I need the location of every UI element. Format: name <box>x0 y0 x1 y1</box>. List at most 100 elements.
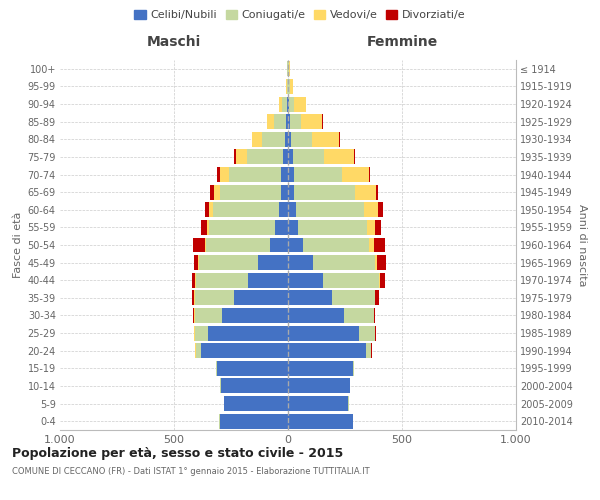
Bar <box>367 220 374 235</box>
Bar <box>325 150 354 164</box>
Bar <box>288 132 292 147</box>
Bar <box>274 114 286 129</box>
Bar <box>288 184 294 200</box>
Bar <box>214 184 220 200</box>
Bar <box>206 238 270 252</box>
Bar <box>312 132 340 147</box>
Bar <box>290 114 301 129</box>
Bar <box>332 290 374 306</box>
Bar <box>288 238 303 252</box>
Bar <box>288 96 289 112</box>
Bar <box>286 114 288 129</box>
Bar <box>279 202 288 218</box>
Text: Maschi: Maschi <box>147 36 201 50</box>
Bar <box>380 273 385 287</box>
Text: COMUNE DI CECCANO (FR) - Dati ISTAT 1° gennaio 2015 - Elaborazione TUTTITALIA.IT: COMUNE DI CECCANO (FR) - Dati ISTAT 1° g… <box>12 468 370 476</box>
Bar <box>294 184 355 200</box>
Bar <box>369 238 373 252</box>
Bar <box>251 132 262 147</box>
Bar <box>209 202 213 218</box>
Bar <box>288 378 350 394</box>
Bar <box>205 202 209 218</box>
Bar <box>194 326 208 340</box>
Bar <box>288 167 294 182</box>
Bar <box>344 308 373 323</box>
Bar <box>296 202 364 218</box>
Bar <box>290 79 293 94</box>
Bar <box>355 184 376 200</box>
Bar <box>192 273 195 287</box>
Bar <box>217 167 220 182</box>
Bar <box>220 378 221 394</box>
Bar <box>293 150 325 164</box>
Bar <box>202 343 288 358</box>
Bar <box>222 308 288 323</box>
Text: Popolazione per età, sesso e stato civile - 2015: Popolazione per età, sesso e stato civil… <box>12 448 343 460</box>
Bar <box>205 238 206 252</box>
Bar <box>288 326 359 340</box>
Bar <box>374 220 382 235</box>
Bar <box>365 343 371 358</box>
Bar <box>268 114 274 129</box>
Bar <box>192 290 194 306</box>
Bar <box>196 343 202 358</box>
Bar <box>313 255 374 270</box>
Bar <box>213 202 279 218</box>
Bar <box>229 167 281 182</box>
Bar <box>220 184 281 200</box>
Bar <box>288 220 298 235</box>
Bar <box>373 238 385 252</box>
Bar <box>279 96 283 112</box>
Bar <box>323 273 379 287</box>
Bar <box>216 361 217 376</box>
Bar <box>275 220 288 235</box>
Bar <box>288 290 332 306</box>
Bar <box>289 96 294 112</box>
Bar <box>287 96 288 112</box>
Bar <box>294 167 341 182</box>
Bar <box>301 114 322 129</box>
Bar <box>288 308 344 323</box>
Bar <box>303 238 369 252</box>
Bar <box>322 114 323 129</box>
Bar <box>288 396 349 411</box>
Y-axis label: Anni di nascita: Anni di nascita <box>577 204 587 286</box>
Bar <box>292 132 312 147</box>
Bar <box>369 167 370 182</box>
Bar <box>236 150 247 164</box>
Bar <box>194 290 235 306</box>
Bar <box>288 255 313 270</box>
Bar <box>235 290 288 306</box>
Bar <box>202 220 207 235</box>
Bar <box>364 202 378 218</box>
Bar <box>289 62 290 76</box>
Bar <box>376 184 378 200</box>
Bar <box>248 273 288 287</box>
Bar <box>259 255 288 270</box>
Legend: Celibi/Nubili, Coniugati/e, Vedovi/e, Divorziati/e: Celibi/Nubili, Coniugati/e, Vedovi/e, Di… <box>130 6 470 25</box>
Bar <box>220 167 229 182</box>
Bar <box>207 220 209 235</box>
Bar <box>359 326 374 340</box>
Bar <box>377 255 386 270</box>
Bar <box>194 255 199 270</box>
Bar <box>224 396 288 411</box>
Bar <box>235 150 236 164</box>
Bar <box>341 167 369 182</box>
Bar <box>211 184 214 200</box>
Bar <box>281 167 288 182</box>
Bar <box>286 79 287 94</box>
Bar <box>378 202 383 218</box>
Bar <box>288 114 290 129</box>
Bar <box>374 255 377 270</box>
Bar <box>194 308 222 323</box>
Bar <box>288 202 296 218</box>
Bar <box>288 343 365 358</box>
Bar <box>221 378 288 394</box>
Bar <box>196 273 248 287</box>
Y-axis label: Fasce di età: Fasce di età <box>13 212 23 278</box>
Bar <box>374 290 376 306</box>
Bar <box>217 361 288 376</box>
Bar <box>374 308 375 323</box>
Bar <box>270 238 288 252</box>
